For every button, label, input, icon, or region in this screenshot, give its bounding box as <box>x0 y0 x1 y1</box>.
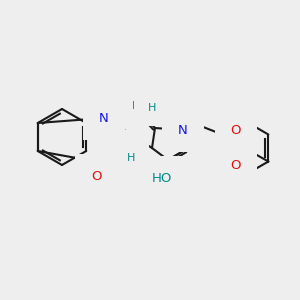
Text: HO: HO <box>152 172 172 184</box>
Text: N: N <box>117 146 127 158</box>
Text: N: N <box>178 124 188 136</box>
Text: O: O <box>230 124 241 137</box>
Text: N: N <box>99 112 109 124</box>
Text: O: O <box>91 169 101 182</box>
Text: H: H <box>127 153 135 163</box>
Text: O: O <box>230 159 241 172</box>
Text: H: H <box>148 103 156 113</box>
Text: NH: NH <box>132 101 148 111</box>
